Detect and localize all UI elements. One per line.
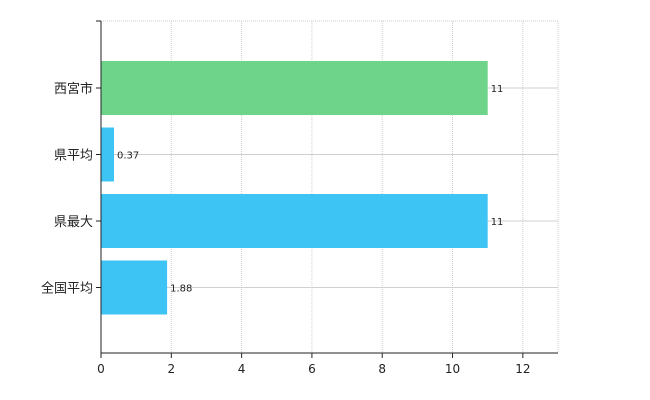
labels: 0 2 4 6 8 10 12 西宮市 11 県平均 0.37 県最大 11 全国平均 1.88 — [41, 81, 531, 376]
y-category-label: 県最大 — [54, 215, 93, 230]
bar — [101, 61, 488, 115]
x-tick-label: 2 — [167, 362, 175, 376]
bars — [101, 61, 488, 315]
bar — [101, 260, 168, 315]
y-category-label: 全国平均 — [41, 281, 93, 297]
axes — [96, 20, 558, 358]
x-tick-label: 6 — [308, 362, 316, 376]
y-category-label: 西宮市 — [54, 81, 93, 97]
bar-value-label: 0.37 — [117, 151, 139, 162]
bar — [101, 127, 115, 182]
y-category-label: 県平均 — [54, 149, 93, 164]
bar-value-label: 11 — [491, 217, 504, 228]
x-tick-label: 0 — [97, 362, 105, 376]
bar — [101, 194, 488, 248]
bar-value-label: 1.88 — [170, 284, 192, 295]
x-tick-label: 10 — [445, 362, 460, 376]
x-tick-label: 12 — [515, 362, 530, 376]
bar-value-label: 11 — [491, 84, 504, 95]
x-tick-label: 8 — [378, 362, 386, 376]
x-tick-label: 4 — [238, 362, 246, 376]
